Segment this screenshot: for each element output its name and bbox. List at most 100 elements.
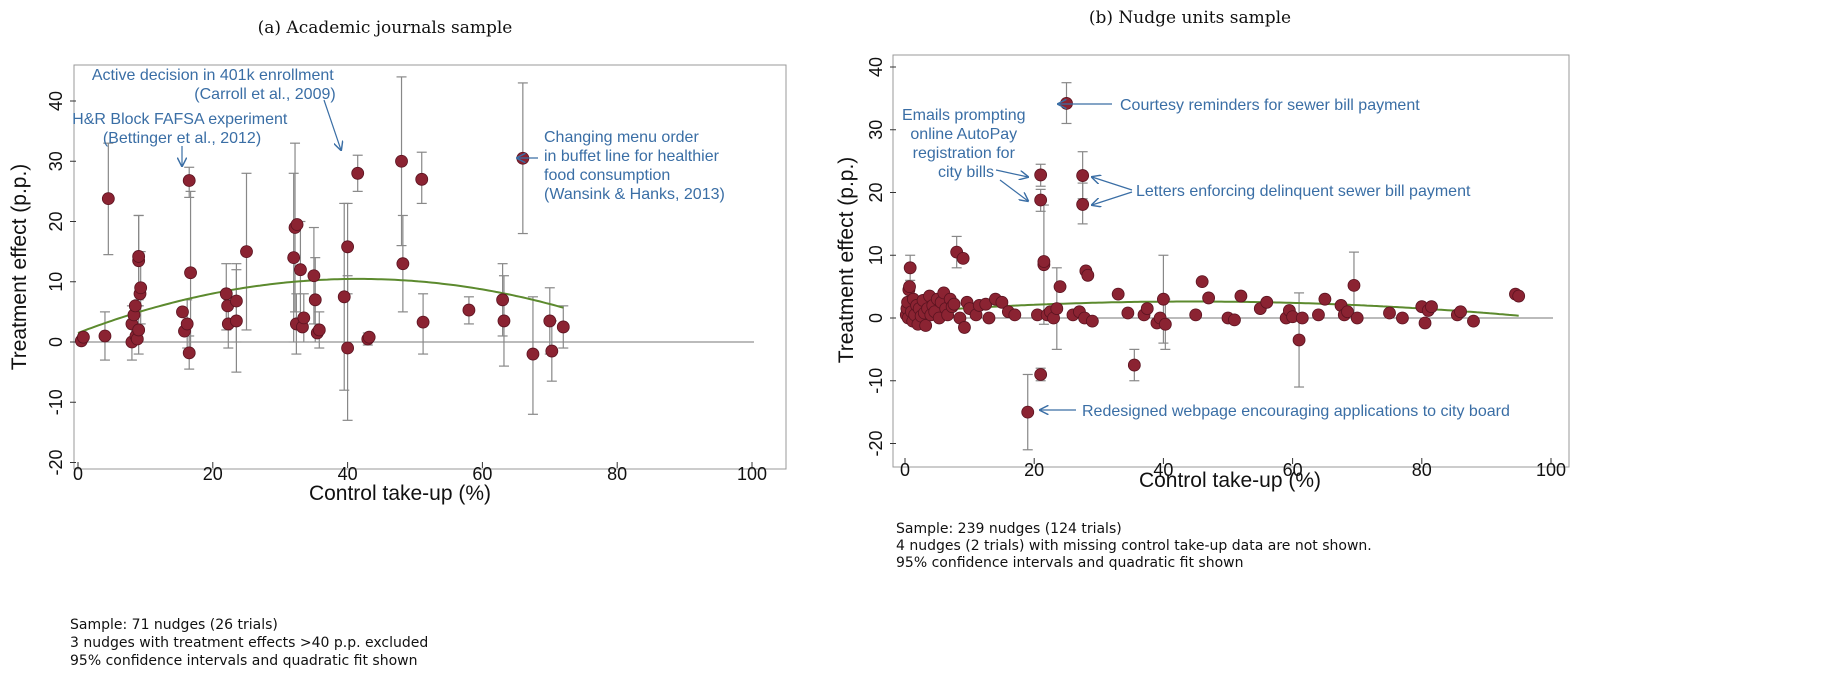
panel-b-annotations: Courtesy reminders for sewer bill paymen… [902,97,1510,420]
data-point [545,344,559,358]
data-point [416,315,430,329]
data-point [182,174,196,187]
data-point [229,314,243,328]
x-tick-label: 60 [1283,460,1303,480]
data-point [101,192,115,206]
panel-a-y-axis-title: Treatment effect (p.p.) [8,164,31,371]
data-point [497,314,511,328]
data-point [1034,368,1048,381]
data-point [240,245,253,259]
panel-b-x-axis-title: Control take-up (%) [1139,469,1321,492]
y-tick-label: 40 [866,57,886,77]
data-point [176,305,189,319]
x-tick-label: 20 [203,464,223,484]
y-tick-label: -20 [46,449,66,475]
y-tick-label: 10 [46,272,66,292]
y-tick-label: 30 [866,120,886,140]
panel-b-note-1: Sample: 239 nudges (124 trials) [896,521,1122,537]
data-point [341,240,355,254]
data-point [1260,295,1274,309]
data-point [76,330,90,344]
data-point [1295,311,1309,325]
data-point [1318,292,1332,306]
y-tick-label: -20 [866,430,886,456]
data-point [308,293,322,307]
x-tick-label: 40 [338,464,358,484]
y-tick-label: 40 [46,91,66,111]
data-point [1140,302,1154,315]
data-point [287,251,301,265]
data-point [947,297,961,311]
panel-b-plot-area [892,54,1570,468]
panel-a-axes: 0 20 40 60 80 100 -20 -10 0 10 20 30 40 [46,91,767,484]
data-point [1383,306,1396,320]
panel-b-note-2: 4 nudges (2 trials) with missing control… [896,538,1372,554]
data-point [1008,308,1022,322]
x-tick-label: 40 [1153,460,1173,480]
data-point [1202,291,1216,305]
data-point [1081,268,1095,282]
annotation-enforcement-letters: Letters enforcing delinquent sewer bill … [1136,183,1471,200]
data-point [1121,306,1135,320]
data-point [395,154,408,168]
data-point [1234,289,1248,303]
annotation-401k: Active decision in 401k enrollment (Carr… [92,67,338,103]
data-point [290,218,304,231]
data-point [982,311,996,325]
arrow-emails-1 [995,169,1028,177]
data-point [1454,305,1467,319]
arrow-emails-2 [999,179,1028,201]
x-tick-label: 80 [607,464,627,484]
data-point [543,314,557,328]
data-point [1060,96,1073,110]
data-point [1085,314,1099,328]
y-tick-label: -10 [46,389,66,415]
panel-b-points [899,96,1526,419]
panel-a-x-axis-title: Control take-up (%) [309,482,491,505]
data-point [1418,316,1432,330]
data-point [134,281,148,295]
data-point [526,347,540,361]
data-point [1034,193,1048,207]
panel-a-points [74,151,570,361]
data-point [995,295,1009,309]
data-point [351,166,365,180]
data-point [556,320,570,334]
data-point [1292,333,1306,347]
data-point [132,323,146,337]
x-tick-label: 0 [900,460,910,480]
data-point [307,269,321,283]
arrow-letters-1 [1092,177,1133,191]
data-point [229,294,243,308]
data-point [1347,278,1361,292]
data-point [1396,311,1409,325]
data-point [1467,314,1480,328]
panel-b-title: (b) Nudge units sample [1089,8,1291,28]
data-point [128,299,142,313]
annotation-fafsa: H&R Block FAFSA experiment (Bettinger et… [72,111,292,147]
data-point [903,261,917,275]
panel-a-note-1: Sample: 71 nudges (26 trials) [70,617,278,633]
data-point [1111,287,1125,301]
y-tick-label: 10 [866,245,886,265]
x-tick-label: 100 [737,464,767,484]
x-tick-label: 0 [73,464,83,484]
data-point [98,329,112,343]
data-point [1076,169,1090,182]
annotation-autopay-emails: Emails prompting online AutoPay registra… [902,107,1030,181]
x-tick-label: 100 [1536,460,1566,480]
arrow-letters-2 [1092,191,1133,205]
arrow-401k [323,99,341,150]
data-point [1189,308,1203,322]
y-tick-label: 0 [866,313,886,323]
panel-a-plot-area [73,64,787,470]
data-point [1195,275,1209,289]
panel-a-title: (a) Academic journals sample [258,18,513,38]
panel-nudge-units: (b) Nudge units sample 0 20 40 60 80 100-20-1… [835,8,1570,571]
x-tick-label: 80 [1412,460,1432,480]
panel-a-note-3: 95% confidence intervals and quadratic f… [70,653,417,669]
x-tick-label: 60 [472,464,492,484]
data-point [294,263,307,277]
data-point [956,251,970,265]
